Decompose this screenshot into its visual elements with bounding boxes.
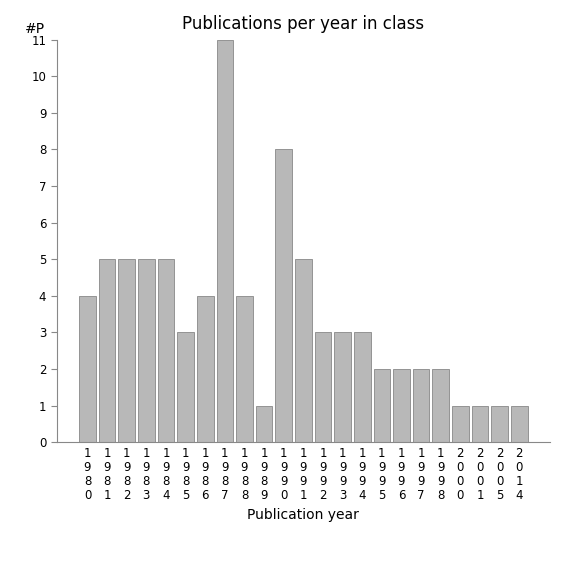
- Bar: [276, 150, 292, 442]
- Bar: [491, 405, 508, 442]
- Bar: [138, 259, 155, 442]
- Bar: [177, 332, 194, 442]
- Bar: [99, 259, 116, 442]
- Bar: [335, 332, 351, 442]
- Bar: [197, 296, 214, 442]
- X-axis label: Publication year: Publication year: [247, 507, 359, 522]
- Bar: [315, 332, 331, 442]
- Bar: [295, 259, 312, 442]
- Bar: [374, 369, 390, 442]
- Bar: [413, 369, 429, 442]
- Bar: [354, 332, 371, 442]
- Bar: [79, 296, 96, 442]
- Bar: [433, 369, 449, 442]
- Text: #P: #P: [24, 22, 45, 36]
- Bar: [256, 405, 272, 442]
- Bar: [393, 369, 410, 442]
- Bar: [158, 259, 174, 442]
- Bar: [472, 405, 488, 442]
- Bar: [217, 40, 233, 442]
- Title: Publications per year in class: Publications per year in class: [182, 15, 425, 32]
- Bar: [452, 405, 469, 442]
- Bar: [119, 259, 135, 442]
- Bar: [236, 296, 253, 442]
- Bar: [511, 405, 527, 442]
